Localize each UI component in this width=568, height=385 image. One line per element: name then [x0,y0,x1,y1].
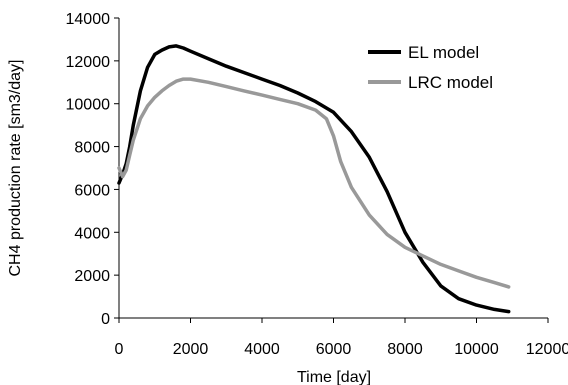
legend-label-el-model: EL model [408,43,479,62]
y-tick-label: 6000 [74,182,110,199]
y-tick-label: 12000 [66,54,111,71]
y-axis-ticks: 0 2000 4000 6000 8000 10000 12000 14000 [66,11,119,328]
x-tick-label: 0 [115,341,124,358]
x-tick-label: 6000 [316,341,352,358]
x-tick-label: 8000 [387,341,423,358]
x-axis-ticks: 0 2000 4000 6000 8000 10000 12000 [115,318,568,358]
series-line-lrc-model [117,77,511,289]
y-tick-label: 10000 [66,97,111,114]
legend: EL model LRC model [368,43,493,92]
legend-label-lrc-model: LRC model [408,73,493,92]
y-tick-label: 4000 [74,225,110,242]
x-tick-label: 12000 [526,341,568,358]
series-layer [117,44,511,314]
series-line-el-model [117,44,511,314]
y-tick-label: 8000 [74,140,110,157]
x-tick-label: 4000 [244,341,280,358]
x-tick-label: 2000 [173,341,209,358]
y-tick-label: 2000 [74,268,110,285]
y-axis-label: CH4 production rate [sm3/day] [7,60,24,277]
x-tick-label: 10000 [454,341,499,358]
y-tick-label: 0 [101,311,110,328]
y-tick-label: 14000 [66,11,111,28]
x-axis-label: Time [day] [297,369,371,385]
